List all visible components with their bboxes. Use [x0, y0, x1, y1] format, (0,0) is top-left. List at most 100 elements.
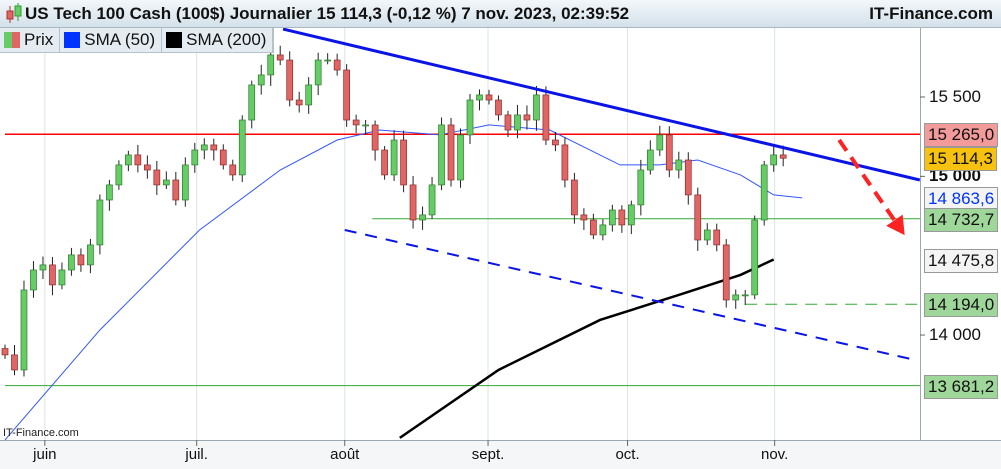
candle: [533, 94, 540, 121]
candle: [504, 114, 512, 131]
candle: [400, 139, 407, 186]
price-label: 14 732,7: [924, 207, 999, 232]
candle: [181, 164, 189, 201]
y-tick-label: 14 000: [929, 325, 981, 345]
candle: [144, 164, 151, 171]
candle: [381, 149, 388, 176]
candle: [713, 229, 721, 246]
candle: [390, 139, 398, 176]
candle: [96, 199, 104, 246]
candle: [419, 214, 426, 221]
candle: [267, 54, 275, 76]
candle: [732, 294, 740, 301]
candle: [134, 154, 142, 166]
candle: [352, 119, 360, 126]
candle: [760, 164, 768, 221]
candle: [580, 214, 588, 221]
candle: [191, 149, 199, 166]
candle: [77, 254, 85, 266]
candle: [362, 124, 369, 127]
candle: [722, 244, 730, 301]
candle: [153, 169, 161, 186]
candle: [229, 164, 237, 176]
candle: [646, 149, 654, 171]
legend-sma200[interactable]: SMA (200): [162, 28, 274, 52]
price-label: 14 475,8: [924, 248, 999, 273]
legend-label: SMA (50): [84, 30, 156, 49]
candle: [703, 229, 711, 241]
candle: [295, 99, 303, 106]
legend: Prix SMA (50) SMA (200): [0, 28, 275, 53]
candle: [694, 194, 702, 241]
candle: [172, 179, 180, 201]
candlestick-icon: [6, 3, 22, 23]
candle: [238, 119, 246, 176]
price-label: 15 114,3: [924, 147, 997, 172]
sma200-swatch-icon: [166, 32, 183, 48]
candle: [210, 144, 218, 151]
candle: [590, 219, 597, 236]
prix-swatch-icon: [4, 32, 20, 48]
price-label: 14 194,0: [924, 293, 999, 318]
candle: [741, 294, 749, 297]
support-dashed-trendline: [344, 229, 916, 361]
candle: [371, 124, 379, 151]
candle: [58, 269, 66, 286]
sma50-line: [4, 124, 803, 441]
candle: [162, 179, 170, 186]
candle: [514, 114, 521, 131]
candle: [409, 184, 417, 221]
sma200-line: [399, 258, 775, 439]
candle: [39, 264, 47, 271]
candle: [552, 139, 559, 146]
candle: [428, 184, 436, 216]
candle: [656, 134, 664, 151]
candle: [779, 154, 787, 159]
candle: [599, 224, 607, 236]
candle: [618, 209, 626, 226]
x-month-label: oct.: [615, 446, 640, 463]
candle: [286, 59, 294, 101]
candle: [276, 54, 284, 61]
candle: [561, 144, 569, 181]
candle: [314, 59, 322, 86]
candle: [665, 134, 673, 171]
candle: [770, 154, 778, 166]
candle: [627, 204, 635, 226]
watermark: IT-Finance.com: [3, 427, 79, 439]
candle: [523, 114, 531, 121]
legend-label: Prix: [24, 30, 54, 49]
candle: [466, 99, 474, 136]
candle: [675, 159, 683, 171]
legend-prix[interactable]: Prix: [0, 28, 61, 52]
resistance-trendline: [282, 27, 921, 182]
legend-sma50[interactable]: SMA (50): [60, 28, 163, 52]
candle: [305, 84, 313, 106]
candle: [476, 94, 483, 101]
candle: [125, 154, 132, 166]
x-month-label: sept.: [471, 446, 505, 463]
candle: [343, 69, 350, 121]
sma50-swatch-icon: [64, 32, 81, 48]
candle: [1, 348, 9, 356]
candle: [106, 184, 113, 201]
x-month-label: juil.: [185, 446, 208, 463]
brand: IT-Finance.com: [869, 4, 993, 23]
candle: [115, 164, 123, 186]
chart-title: US Tech 100 Cash (100$) Journalier 15 11…: [25, 4, 630, 23]
chart-header: US Tech 100 Cash (100$) Journalier 15 11…: [0, 0, 1001, 28]
x-month-label: juin: [33, 446, 57, 463]
candle: [609, 209, 616, 226]
candle: [447, 124, 455, 181]
candle: [200, 144, 208, 151]
candle: [49, 264, 56, 286]
candle: [751, 219, 759, 296]
candle: [248, 84, 256, 121]
candle: [324, 59, 332, 62]
price-label: 15 265,0: [924, 123, 999, 148]
candle: [485, 94, 493, 101]
x-month-label: nov.: [761, 446, 789, 463]
candle: [87, 244, 94, 266]
candle: [637, 169, 645, 206]
